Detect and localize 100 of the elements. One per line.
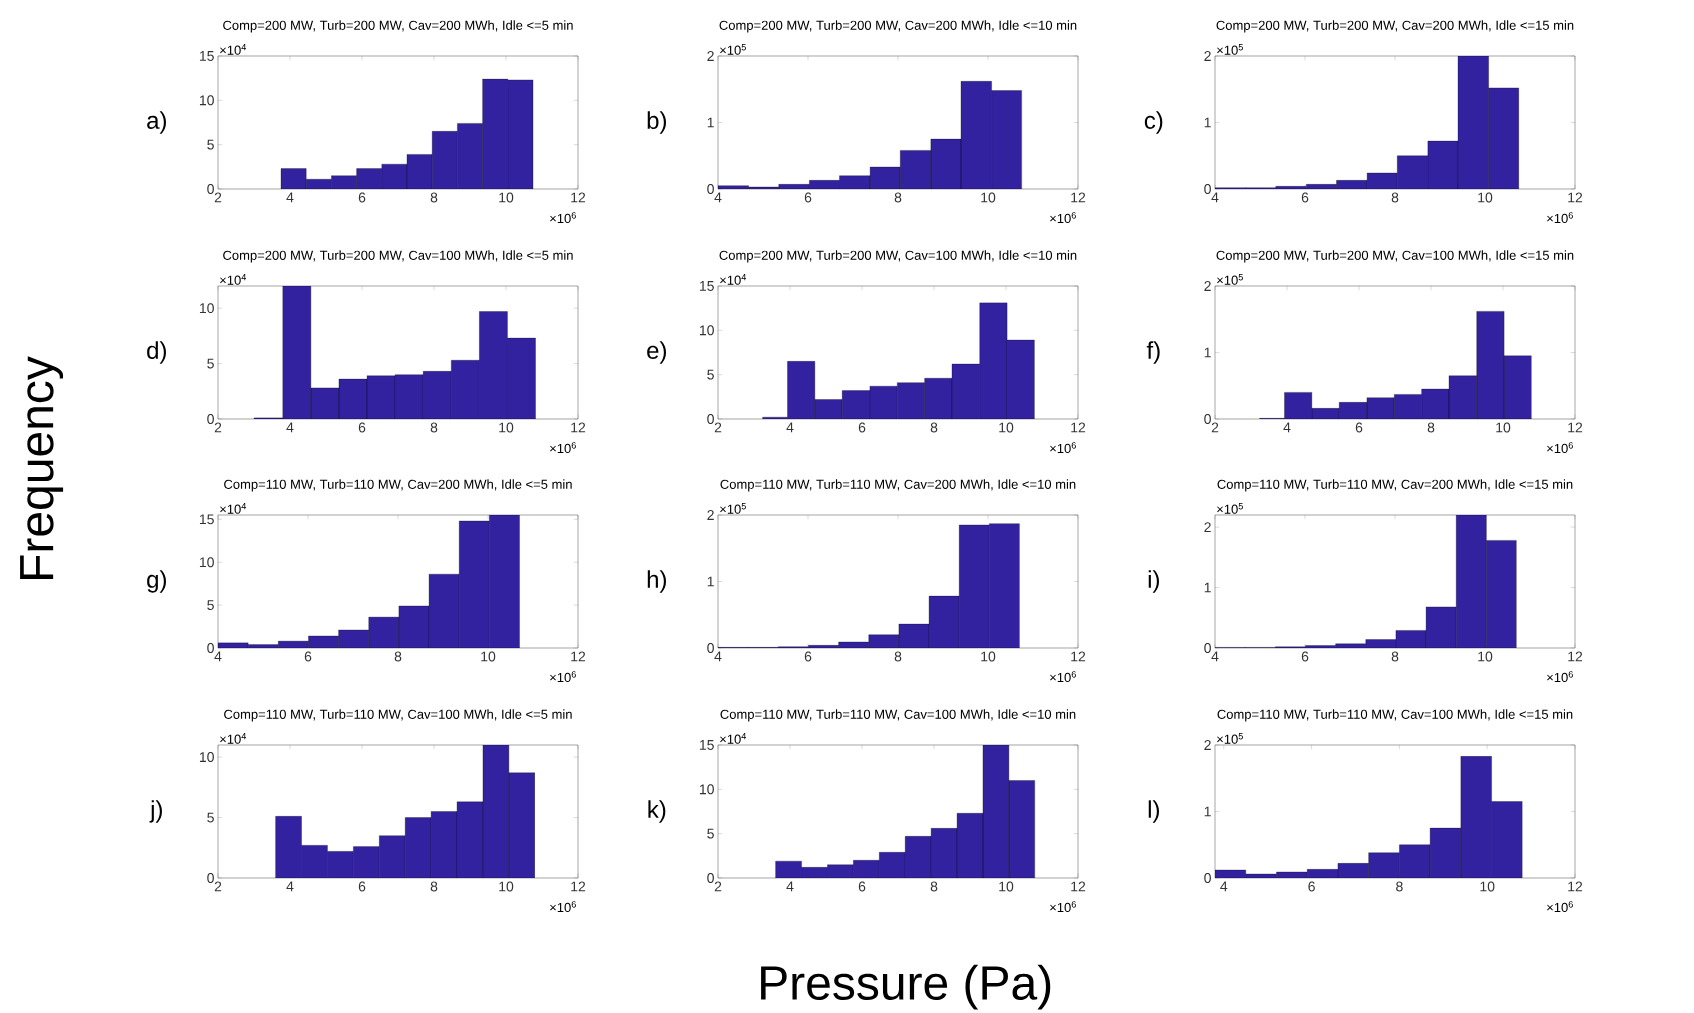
chart-title: Comp=200 MW, Turb=200 MW, Cav=200 MWh, Idle <=10 min — [719, 20, 1077, 33]
x-tick-label: 10 — [981, 651, 996, 662]
text: b) — [647, 111, 666, 134]
y-tick-label: 5 — [707, 369, 714, 380]
x-tick-label: 10 — [1480, 881, 1495, 892]
text: ×10$^{5}$ — [1217, 503, 1243, 514]
y-tick-label: 5 — [207, 600, 214, 611]
y-tick-label: 2 — [707, 51, 714, 61]
y-tick-label: 0 — [707, 414, 714, 425]
x-tick-label: 6 — [804, 192, 812, 203]
y-tick-label: 15 — [199, 514, 214, 525]
x-tick-label: 2 — [214, 422, 222, 433]
x-tick-label: 10 — [999, 881, 1014, 892]
y-tick-label: 10 — [199, 752, 214, 763]
text: i) — [1148, 570, 1159, 593]
y-tick-label: 1 — [1204, 806, 1211, 817]
text: ×10$^{6}$ — [550, 671, 576, 683]
y-axis-title: Frequency — [20, 356, 64, 580]
text: ×10$^{5}$ — [1217, 274, 1243, 285]
text: k) — [648, 800, 666, 823]
text: ×10$^{4}$ — [220, 503, 247, 514]
text: g) — [147, 570, 166, 593]
x-tick-label: 10 — [499, 422, 514, 433]
y-tick-label: 10 — [199, 557, 214, 568]
x-tick-label: 10 — [1478, 651, 1493, 662]
x-tick-label: 12 — [1568, 422, 1583, 433]
chart-title: Comp=110 MW, Turb=110 MW, Cav=100 MWh, Idle <=15 min — [1217, 709, 1573, 722]
text: ×10$^{6}$ — [1050, 901, 1076, 913]
x-tick-label: 4 — [1211, 192, 1219, 203]
y-tick-label: 0 — [1204, 873, 1211, 884]
text: ×10$^{4}$ — [720, 733, 747, 744]
x-tick-label: 4 — [714, 651, 722, 662]
y-tick-label: 0 — [207, 873, 214, 884]
x-tick-label: 4 — [714, 192, 722, 203]
x-tick-label: 10 — [999, 422, 1014, 433]
y-tick-label: 0 — [1204, 643, 1211, 654]
chart-title: Comp=200 MW, Turb=200 MW, Cav=200 MWh, Idle <=5 min — [223, 20, 573, 33]
x-tick-label: 8 — [430, 192, 438, 203]
x-tick-label: 2 — [714, 881, 722, 892]
x-tick-label: 10 — [981, 192, 996, 203]
x-tick-label: 6 — [804, 651, 812, 662]
x-tick-label: 12 — [1071, 881, 1086, 892]
chart-title: Comp=200 MW, Turb=200 MW, Cav=200 MWh, Idle <=15 min — [1216, 20, 1574, 33]
y-tick-label: 2 — [1204, 51, 1211, 61]
y-tick-label: 1 — [1204, 582, 1211, 593]
x-tick-label: 4 — [214, 651, 222, 662]
text: ×10$^{6}$ — [1547, 671, 1573, 683]
chart-title: Comp=110 MW, Turb=110 MW, Cav=200 MWh, Idle <=15 min — [1217, 479, 1573, 492]
text: ×10$^{6}$ — [1547, 442, 1573, 454]
text: ×10$^{6}$ — [1547, 901, 1573, 913]
x-tick-label: 10 — [1478, 192, 1493, 203]
x-tick-label: 2 — [214, 192, 222, 203]
x-tick-label: 8 — [1427, 422, 1435, 433]
x-tick-label: 6 — [358, 192, 366, 203]
x-tick-label: 8 — [1391, 192, 1399, 203]
x-tick-label: 12 — [571, 881, 586, 892]
text: c) — [1144, 111, 1163, 134]
x-tick-label: 12 — [1071, 651, 1086, 662]
text: ×10$^{5}$ — [720, 44, 746, 55]
text: e) — [647, 341, 666, 364]
text: ×10$^{6}$ — [550, 442, 576, 454]
x-tick-label: 6 — [858, 881, 866, 892]
text: h) — [647, 570, 666, 593]
x-tick-label: 4 — [786, 881, 794, 892]
y-tick-label: 10 — [199, 303, 214, 314]
x-tick-label: 6 — [1301, 192, 1309, 203]
x-tick-label: 4 — [1283, 422, 1291, 433]
x-tick-label: 2 — [714, 422, 722, 433]
y-tick-label: 0 — [707, 873, 714, 884]
y-tick-label: 2 — [1204, 522, 1211, 533]
y-tick-label: 0 — [207, 643, 214, 654]
x-tick-label: 12 — [1071, 192, 1086, 203]
x-tick-label: 6 — [858, 422, 866, 433]
x-tick-label: 6 — [358, 881, 366, 892]
x-tick-label: 12 — [571, 192, 586, 203]
y-tick-label: 2 — [1204, 740, 1211, 751]
x-tick-label: 6 — [1308, 881, 1315, 892]
x-tick-label: 10 — [499, 192, 514, 203]
y-tick-label: 1 — [707, 117, 714, 128]
x-tick-label: 6 — [1301, 651, 1309, 662]
x-tick-label: 12 — [1568, 192, 1583, 203]
text: ×10$^{4}$ — [220, 44, 247, 55]
y-tick-label: 2 — [1204, 281, 1211, 291]
y-tick-label: 5 — [707, 828, 714, 839]
x-tick-label: 12 — [571, 422, 586, 433]
y-tick-label: 0 — [1204, 184, 1211, 195]
x-tick-label: 8 — [1396, 881, 1403, 892]
y-tick-label: 2 — [707, 510, 714, 521]
x-axis-title: Pressure (Pa) — [761, 964, 1051, 1010]
x-tick-label: 6 — [304, 651, 312, 662]
text: ×10$^{6}$ — [550, 901, 576, 913]
y-tick-label: 5 — [207, 358, 214, 369]
text: ×10$^{6}$ — [1547, 212, 1573, 224]
text: ×10$^{5}$ — [1217, 733, 1243, 744]
x-tick-label: 6 — [1355, 422, 1363, 433]
y-tick-label: 0 — [707, 184, 714, 195]
y-tick-label: 15 — [699, 740, 714, 751]
text: ×10$^{4}$ — [220, 733, 247, 744]
y-tick-label: 5 — [207, 139, 214, 150]
y-tick-label: 10 — [199, 95, 214, 106]
